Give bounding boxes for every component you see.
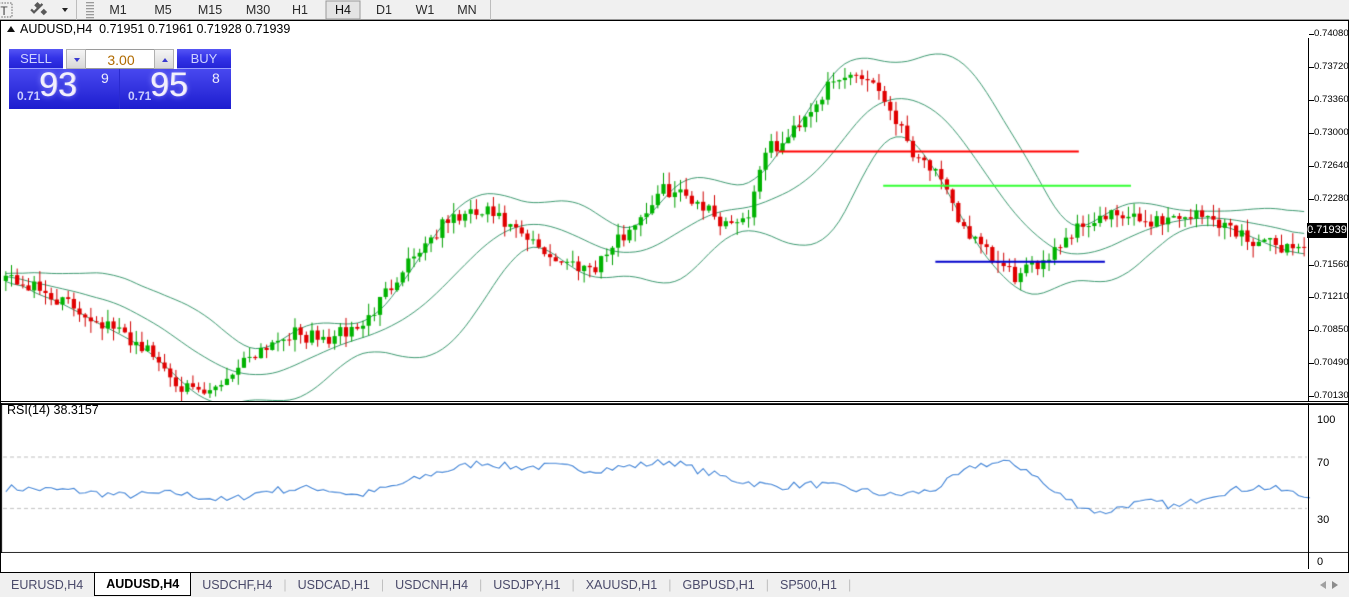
svg-text:H4: H4 [335,3,351,17]
svg-text:M5: M5 [154,3,171,17]
svg-text:M30: M30 [246,3,270,17]
svg-text:W1: W1 [416,3,435,17]
svg-text:M1: M1 [109,3,126,17]
svg-text:H1: H1 [292,3,308,17]
svg-text:T: T [0,4,8,18]
svg-text:D1: D1 [376,3,392,17]
svg-text:M15: M15 [198,3,222,17]
svg-text:MN: MN [457,3,476,17]
